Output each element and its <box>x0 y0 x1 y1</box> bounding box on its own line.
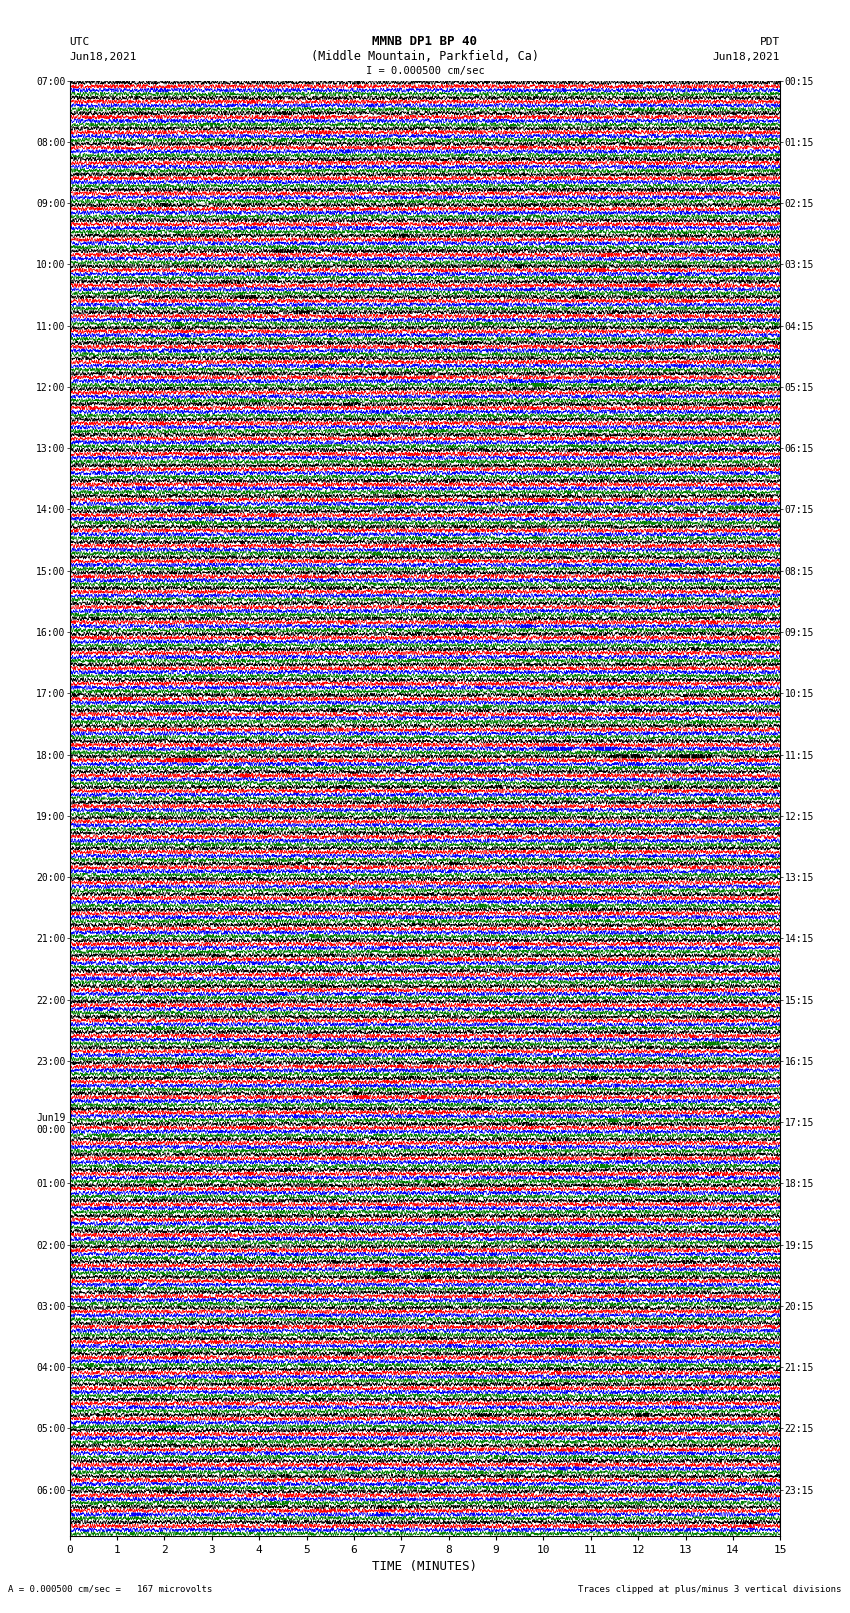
Text: MMNB DP1 BP 40: MMNB DP1 BP 40 <box>372 35 478 48</box>
Text: Traces clipped at plus/minus 3 vertical divisions: Traces clipped at plus/minus 3 vertical … <box>578 1584 842 1594</box>
Text: UTC: UTC <box>70 37 90 47</box>
Text: I = 0.000500 cm/sec: I = 0.000500 cm/sec <box>366 66 484 76</box>
Text: Jun18,2021: Jun18,2021 <box>70 52 137 61</box>
Text: A = 0.000500 cm/sec =   167 microvolts: A = 0.000500 cm/sec = 167 microvolts <box>8 1584 212 1594</box>
Text: PDT: PDT <box>760 37 780 47</box>
Text: Jun18,2021: Jun18,2021 <box>713 52 780 61</box>
Text: (Middle Mountain, Parkfield, Ca): (Middle Mountain, Parkfield, Ca) <box>311 50 539 63</box>
X-axis label: TIME (MINUTES): TIME (MINUTES) <box>372 1560 478 1573</box>
